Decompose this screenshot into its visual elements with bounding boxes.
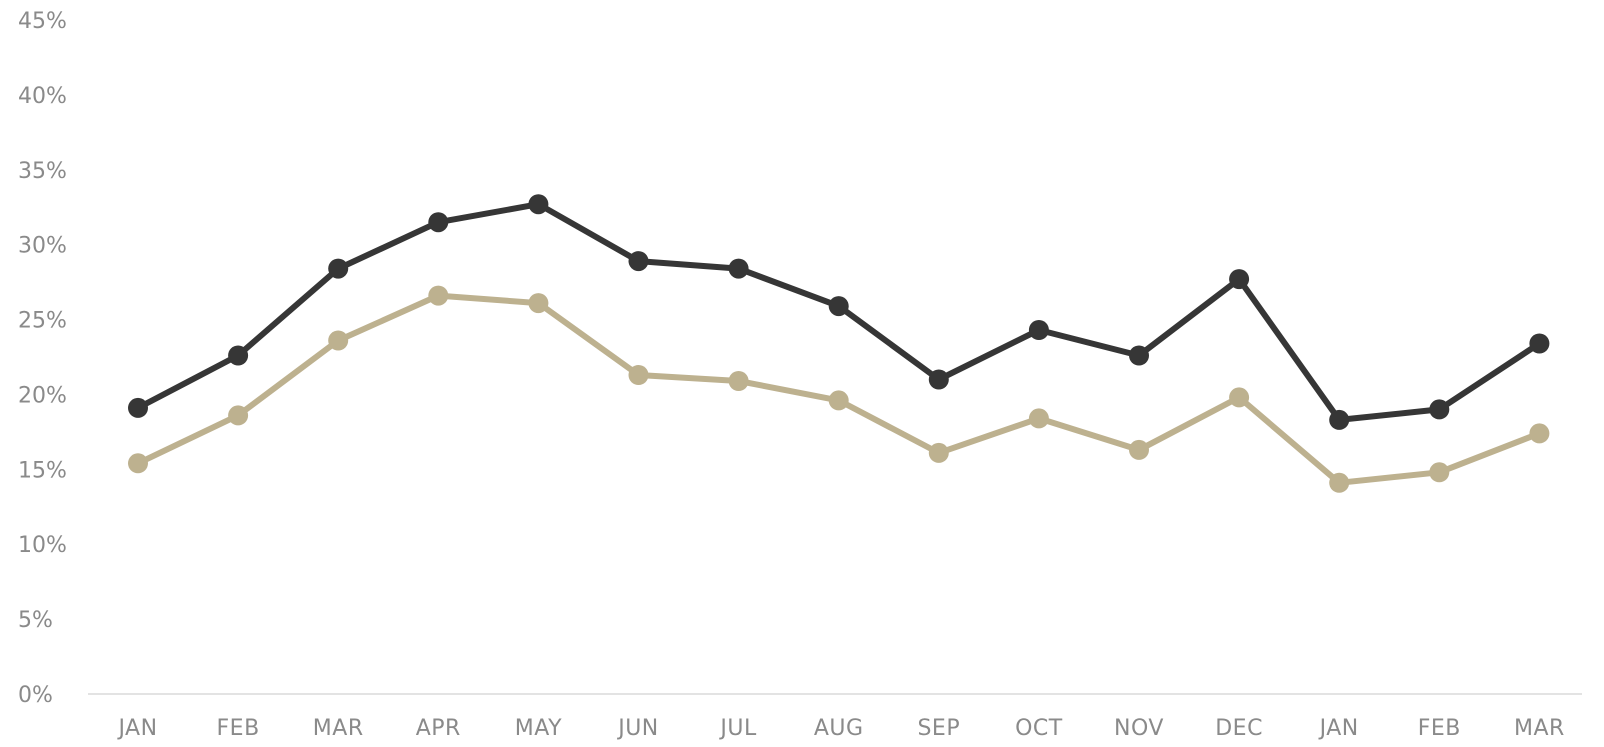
series-line [135, 292, 1543, 486]
data-point [228, 345, 249, 366]
data-point [528, 194, 549, 215]
data-point [828, 296, 849, 317]
x-tick-label: NOV [1114, 716, 1164, 741]
x-tick-label: SEP [917, 716, 960, 741]
data-point [628, 251, 649, 272]
data-point [728, 258, 749, 279]
x-tick-label: JAN [116, 716, 157, 741]
data-point [1429, 462, 1450, 483]
data-point [1329, 472, 1350, 493]
series-2 [128, 285, 1550, 493]
data-point [1229, 269, 1250, 290]
x-axis: JAN FEB MAR APR MAY JUN JUL AUG SEP OCT NOV DEC JAN F… [116, 716, 1564, 741]
x-tick-label: JUN [616, 716, 659, 741]
data-point [1028, 408, 1049, 429]
data-point [528, 293, 549, 314]
data-point [428, 212, 449, 233]
y-tick-label: 5% [18, 608, 53, 633]
data-point [1329, 409, 1350, 430]
data-point [328, 330, 349, 351]
x-tick-label: APR [416, 716, 461, 741]
y-tick-label: 20% [18, 383, 67, 408]
y-tick-label: 30% [18, 234, 67, 259]
x-tick-label: FEB [217, 716, 260, 741]
x-tick-label: MAR [313, 716, 364, 741]
y-tick-label: 10% [18, 533, 67, 558]
data-point [1129, 439, 1149, 460]
y-tick-label: 25% [18, 309, 67, 334]
data-point [128, 397, 148, 418]
data-point [428, 285, 449, 306]
data-point [228, 405, 249, 426]
data-point [1529, 333, 1550, 354]
data-point [828, 390, 849, 411]
data-point [1529, 423, 1550, 444]
x-tick-label: FEB [1418, 716, 1461, 741]
y-axis: 0% 5% 10% 15% 20% 25% 30% 35% 40% 45% [18, 9, 67, 708]
y-tick-label: 40% [18, 84, 67, 109]
y-tick-label: 15% [18, 458, 67, 483]
data-point [928, 369, 949, 390]
x-tick-label: MAR [1514, 716, 1565, 741]
data-point [1429, 399, 1450, 420]
y-tick-label: 0% [18, 683, 53, 708]
x-tick-label: JAN [1318, 716, 1359, 741]
data-point [628, 365, 649, 385]
series-layer [128, 194, 1550, 493]
x-tick-label: OCT [1015, 716, 1063, 741]
x-tick-label: DEC [1215, 716, 1263, 741]
data-point [728, 371, 749, 391]
x-tick-label: JUL [718, 716, 757, 741]
data-point [1229, 387, 1250, 408]
data-point [1028, 320, 1049, 340]
x-tick-label: AUG [814, 716, 864, 741]
data-point [128, 453, 148, 474]
x-tick-label: MAY [515, 716, 562, 741]
data-point [928, 442, 949, 463]
y-tick-label: 35% [18, 159, 67, 184]
y-tick-label: 45% [18, 9, 67, 34]
series-1 [128, 194, 1550, 430]
data-point [328, 258, 349, 279]
data-point [1129, 345, 1149, 366]
